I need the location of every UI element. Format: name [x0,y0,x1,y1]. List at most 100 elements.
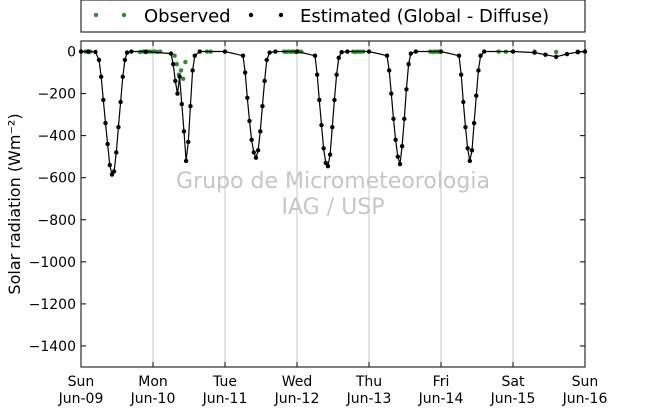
legend-marker-observed [121,12,127,18]
data-point [264,57,269,63]
data-point [101,97,106,103]
data-point [366,49,372,54]
data-point [312,53,318,58]
data-point [181,76,186,82]
data-point [294,49,300,54]
data-point [402,116,407,122]
data-point [86,49,91,54]
data-point [478,53,483,58]
legend-marker-estimated [248,12,254,18]
data-point [114,150,119,155]
data-point [122,57,128,63]
data-point [260,104,265,109]
data-point [190,68,195,73]
x-tick-date-label: Jun-15 [490,391,536,407]
data-point [474,93,479,98]
data-point [397,161,403,167]
data-point [172,53,177,58]
data-point [469,148,475,153]
data-point [339,49,344,55]
data-point [458,72,464,77]
x-tick-date-label: Jun-13 [346,391,392,407]
x-tick-date-label: Jun-09 [58,391,104,407]
data-point [197,49,202,54]
data-point [554,54,559,59]
data-point [543,52,548,57]
x-tick-day-label: Fri [433,374,450,390]
x-tick-day-label: Sat [502,374,525,390]
x-tick-day-label: Wed [282,374,313,390]
legend-marker-estimated [278,12,284,18]
y-tick-label: −400 [38,129,76,145]
data-point [178,68,184,73]
data-point [317,97,322,103]
legend: Observed Estimated (Global - Diffuse) [80,0,586,33]
data-point [406,61,411,67]
x-tick-date-label: Jun-10 [130,391,176,407]
data-point [314,72,320,77]
data-point [249,137,254,143]
data-point [393,137,398,143]
x-tick-date-label: Jun-12 [274,391,320,407]
y-tick-label: −800 [38,213,76,229]
data-point [554,49,559,55]
data-point [240,53,246,58]
data-point [510,49,516,54]
data-point [325,163,331,169]
data-point [262,78,267,84]
legend-marker-observed [93,12,99,18]
data-point [118,99,123,105]
data-point [467,158,472,164]
data-point [321,146,326,151]
data-point [103,120,108,126]
data-point [482,49,487,54]
data-point [247,118,252,124]
y-tick-label: −200 [38,87,76,103]
data-point [186,139,191,145]
data-point [465,146,470,151]
data-point [345,49,350,54]
data-point [253,155,259,160]
data-point [183,59,188,65]
data-point [168,51,174,56]
data-point [334,72,339,77]
data-point [192,53,197,58]
data-point [174,61,179,67]
y-tick-label: −1200 [29,297,76,313]
data-point [330,125,335,130]
y-axis-label: Solar radiation (Wm⁻²) [5,113,24,294]
x-tick-day-label: Tue [212,374,237,390]
data-point [170,61,176,67]
data-point [471,120,477,126]
data-point [109,172,115,177]
data-point [267,50,272,55]
data-point [188,104,193,109]
watermark-line: IAG / USP [282,195,385,220]
x-tick-date-label: Jun-11 [202,391,248,407]
data-point [177,74,182,79]
watermark-line: Grupo de Micrometeorologia [176,169,490,194]
x-tick-day-label: Sun [68,374,95,390]
data-point [336,55,341,61]
data-point [105,141,110,147]
data-point [111,169,117,174]
data-point [476,68,481,73]
x-tick-date-label: Jun-16 [562,391,608,407]
data-point [175,91,180,96]
data-point [116,125,121,130]
y-tick-label: −1400 [29,339,76,355]
data-point [389,91,394,96]
x-tick-day-label: Sun [572,374,599,390]
data-point [391,116,396,122]
data-point [327,152,333,157]
data-point [242,70,248,75]
plot-frame [80,40,586,368]
y-tick-label: −1000 [29,255,76,271]
data-point [461,99,466,105]
series-estimated [78,49,588,177]
legend-label-estimated: Estimated (Global - Diffuse) [300,6,549,27]
data-point [251,150,256,155]
data-point [93,49,98,55]
data-point [183,158,189,164]
